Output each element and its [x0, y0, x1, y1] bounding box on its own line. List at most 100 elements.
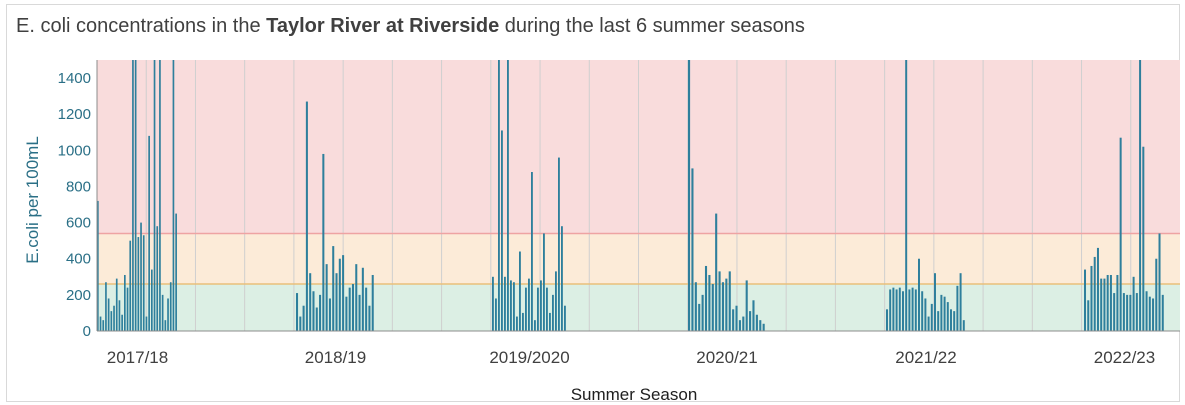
bar — [718, 271, 721, 331]
bar — [332, 246, 335, 331]
bar — [525, 287, 527, 331]
bar — [892, 287, 895, 331]
bar — [749, 311, 752, 331]
bar — [1158, 233, 1161, 331]
bar — [164, 320, 167, 331]
bar — [688, 60, 691, 331]
bar — [962, 320, 965, 331]
bar — [335, 273, 338, 331]
bar — [159, 60, 161, 331]
bar — [902, 291, 904, 331]
bar — [142, 235, 145, 331]
bar — [137, 237, 140, 331]
bar — [898, 287, 901, 331]
bar — [745, 280, 748, 331]
bar — [725, 278, 728, 331]
bar — [1135, 293, 1138, 331]
bar — [1148, 296, 1151, 331]
y-tick-label: 600 — [66, 215, 91, 232]
bar — [140, 222, 142, 331]
bar — [118, 300, 121, 331]
bar — [1119, 137, 1122, 331]
bar — [97, 200, 99, 331]
bar — [1103, 278, 1106, 331]
bar — [358, 294, 361, 331]
bar — [328, 298, 331, 331]
bar — [755, 314, 758, 331]
bar — [528, 278, 530, 331]
bar — [895, 289, 898, 331]
bar — [956, 285, 959, 331]
bar — [946, 302, 949, 331]
bar — [564, 305, 566, 331]
bar — [129, 240, 132, 331]
bar — [519, 251, 521, 331]
bar — [537, 287, 539, 331]
bar — [759, 320, 762, 331]
bar — [510, 280, 512, 331]
x-tick-label: 2022/23 — [1094, 348, 1155, 367]
bar — [1122, 293, 1125, 331]
bar — [540, 280, 542, 331]
bar — [715, 213, 718, 331]
y-tick-label: 1000 — [58, 142, 91, 159]
bar — [1109, 274, 1112, 331]
bar — [342, 255, 345, 331]
bar — [1145, 291, 1148, 331]
bar — [728, 271, 731, 331]
bar — [368, 305, 371, 331]
bar — [151, 269, 153, 331]
chart-title: E. coli concentrations in the Taylor Riv… — [16, 15, 805, 38]
bar — [102, 320, 105, 331]
bar — [501, 130, 503, 331]
bar — [1093, 256, 1096, 331]
bar — [345, 296, 348, 331]
bar — [940, 294, 943, 331]
bar — [943, 296, 946, 331]
bar — [309, 273, 312, 331]
x-tick-label: 2019/2020 — [489, 348, 569, 367]
bar — [742, 316, 745, 331]
bar — [1100, 278, 1103, 331]
bar — [908, 289, 911, 331]
bar — [701, 294, 704, 331]
bar — [691, 168, 694, 331]
bar — [107, 298, 110, 331]
x-tick-label: 2017/18 — [107, 348, 168, 367]
bar — [937, 311, 940, 331]
y-tick-label: 400 — [66, 251, 91, 268]
bar — [99, 316, 102, 331]
bar — [558, 157, 560, 331]
bar — [121, 314, 123, 331]
bar — [1161, 294, 1164, 331]
bar — [319, 294, 322, 331]
bar — [732, 309, 735, 331]
bar — [495, 298, 497, 331]
bar — [296, 293, 299, 331]
bar — [1126, 294, 1129, 331]
bar — [498, 60, 500, 331]
bar — [738, 320, 741, 331]
bar — [156, 226, 159, 331]
bar — [694, 282, 697, 331]
bar — [338, 258, 341, 331]
bar — [1116, 274, 1119, 331]
bar — [704, 265, 708, 331]
bar — [355, 264, 358, 331]
y-tick-labels: 0 200 400 600 800 1000 1200 1400 — [58, 70, 91, 340]
bar — [914, 289, 917, 331]
bar — [172, 60, 175, 331]
chart-title-location: Taylor River at Riverside — [266, 15, 500, 37]
bar — [315, 307, 318, 331]
bar — [1139, 60, 1142, 331]
bar — [546, 287, 548, 331]
bar — [531, 172, 533, 331]
axes — [96, 60, 1180, 332]
bar — [886, 309, 888, 331]
bar — [959, 273, 962, 331]
bar — [348, 287, 351, 331]
bar — [145, 316, 148, 331]
y-tick-label: 200 — [66, 287, 91, 304]
y-tick-label: 1400 — [58, 70, 91, 87]
